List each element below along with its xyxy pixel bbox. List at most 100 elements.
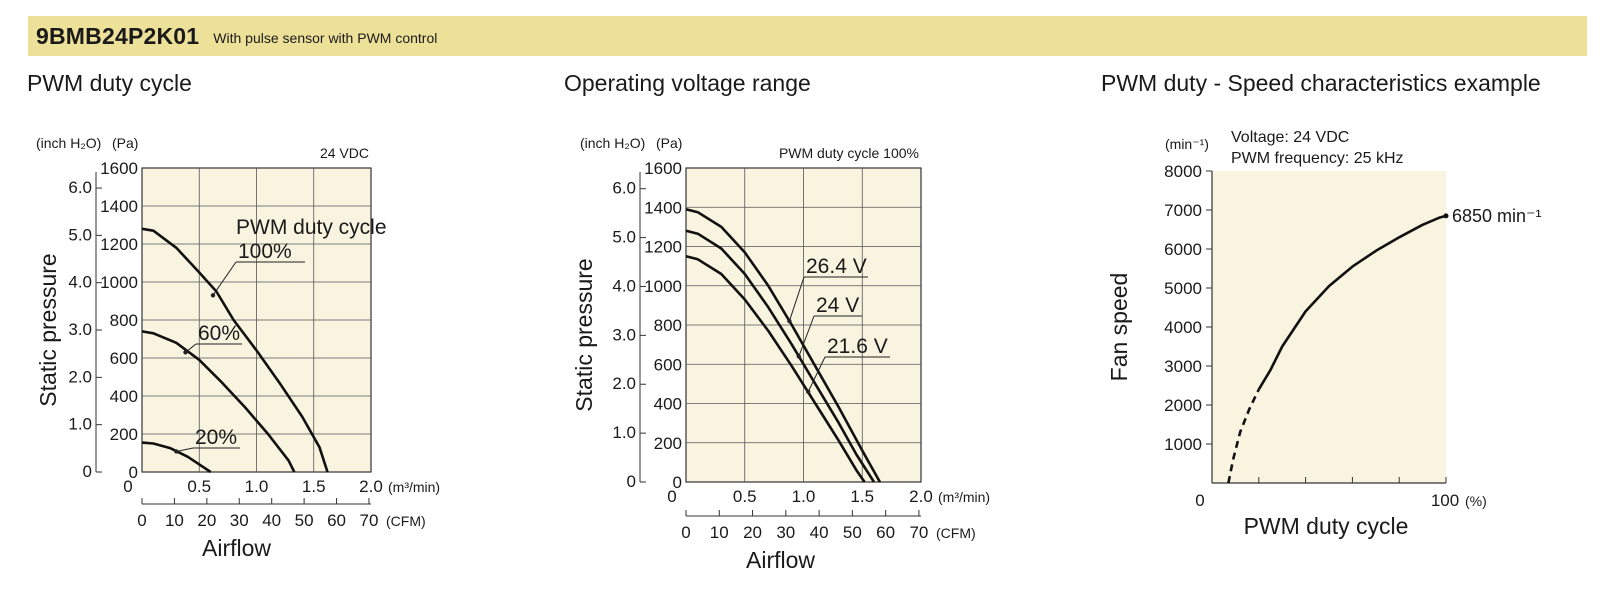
chart3-x-unit: (%) [1465, 493, 1487, 509]
chart3-y-tick-label: 7000 [1164, 201, 1202, 220]
model-number: 9BMB24P2K01 [36, 22, 200, 49]
chart2-callout-arrow [806, 389, 811, 394]
chart2-note: PWM duty cycle 100% [779, 145, 919, 161]
chart1-section-title: PWM duty cycle [27, 70, 192, 96]
chart2-series-line-2 [685, 255, 866, 483]
chart2-y-axis-title: Static pressure [571, 258, 597, 411]
chart3-section-title: PWM duty - Speed characteristics example [1101, 70, 1541, 96]
chart2-y-unit-primary: (Pa) [656, 135, 682, 151]
chart1-x-unit-primary: (m³/min) [388, 479, 440, 495]
chart3-plot-area [1212, 171, 1446, 483]
chart1-x-tick-label: 0 [123, 477, 132, 496]
chart2-series-label-2: 21.6 V [827, 335, 888, 358]
chart3-y-tick-label: 8000 [1164, 162, 1202, 181]
chart1-y-tick-label: 0 [129, 463, 138, 482]
chart2-x-unit-secondary: (CFM) [936, 525, 976, 541]
chart1-series-line-0 [141, 227, 329, 473]
chart1-cfm-tick-label: 70 [359, 511, 378, 530]
chart2-secondary-y-tick-label: 1.0 [612, 423, 636, 442]
chart1-series-label-1: 60% [198, 322, 240, 345]
chart3-x-tick-label: 100 [1431, 491, 1459, 510]
chart2-x-tick-label: 1.0 [792, 487, 816, 506]
chart3-note-line-2: PWM frequency: 25 kHz [1231, 150, 1404, 167]
chart1-x-axis-title: Airflow [202, 535, 271, 561]
chart3-x-axis-title: PWM duty cycle [1244, 513, 1409, 539]
chart1-callout-leader [212, 261, 237, 296]
chart2-x-tick-label: 0.5 [733, 487, 757, 506]
chart3-y-tick-label: 1000 [1164, 435, 1202, 454]
chart2-callout-arrow [796, 354, 801, 359]
chart3-x-tick-label: 0 [1195, 491, 1204, 510]
chart1-callout-arrow [174, 449, 179, 454]
chart3-y-tick-label: 4000 [1164, 318, 1202, 337]
chart1-cfm-tick-label: 0 [137, 511, 146, 530]
chart2-y-tick-label: 600 [654, 355, 682, 374]
chart2-y-tick-label: 1000 [644, 277, 682, 296]
chart2-y-tick-label: 400 [654, 395, 682, 414]
chart1-y-unit-secondary: (inch H₂O) [36, 135, 101, 151]
chart2-callout-leader [807, 356, 826, 392]
chart1-annotation-title: PWM duty cycle [236, 216, 387, 239]
chart3-y-tick-label: 5000 [1164, 279, 1202, 298]
chart2-series-line-1 [685, 229, 876, 483]
chart2-x-tick-label: 0 [667, 487, 676, 506]
chart1-x-unit-secondary: (CFM) [386, 513, 426, 529]
chart1-y-tick-label: 600 [110, 349, 138, 368]
chart2-callout-leader [788, 276, 805, 322]
chart3-end-label: 6850 min⁻¹ [1452, 206, 1542, 226]
chart2-x-tick-label: 1.5 [850, 487, 874, 506]
chart1-cfm-tick-label: 50 [295, 511, 314, 530]
chart3-series-line-0 [1227, 388, 1260, 484]
chart2-section-title: Operating voltage range [564, 70, 811, 96]
chart2-callout-leader [798, 315, 815, 357]
chart2-x-tick-label: 2.0 [909, 487, 933, 506]
chart2-y-tick-label: 800 [654, 316, 682, 335]
chart1-series-label-0: 100% [238, 240, 292, 263]
model-banner: 9BMB24P2K01 With pulse sensor with PWM c… [28, 16, 1587, 56]
chart1-y-tick-label: 1200 [100, 235, 138, 254]
chart1-y-tick-label: 400 [110, 387, 138, 406]
chart1-y-tick-label: 1600 [100, 159, 138, 178]
chart1-cfm-tick-label: 60 [327, 511, 346, 530]
chart2-x-axis-title: Airflow [746, 547, 815, 573]
chart1-y-axis-title: Static pressure [35, 253, 61, 406]
chart2-cfm-tick-label: 70 [909, 523, 928, 542]
chart1-x-tick-label: 1.0 [245, 477, 269, 496]
chart2-secondary-y-tick-label: 4.0 [612, 276, 636, 295]
chart2-secondary-y-tick-label: 3.0 [612, 325, 636, 344]
chart1-secondary-y-tick-label: 2.0 [68, 367, 92, 386]
chart3-note-line-1: Voltage: 24 VDC [1231, 129, 1349, 146]
chart2-secondary-y-tick-label: 2.0 [612, 374, 636, 393]
chart1-note: 24 VDC [320, 145, 369, 161]
chart1-secondary-y-tick-label: 1.0 [68, 415, 92, 434]
chart1-secondary-y-tick-label: 6.0 [68, 178, 92, 197]
chart2-callout-arrow [787, 318, 792, 324]
chart1-x-tick-label: 2.0 [359, 477, 383, 496]
chart2-y-tick-label: 1200 [644, 238, 682, 257]
chart3-y-tick-label: 6000 [1164, 240, 1202, 259]
chart1-y-tick-label: 1400 [100, 197, 138, 216]
chart2-cfm-tick-label: 30 [776, 523, 795, 542]
chart3-y-unit: (min⁻¹) [1165, 136, 1209, 152]
chart1-x-tick-label: 1.5 [302, 477, 326, 496]
chart2-y-tick-label: 200 [654, 434, 682, 453]
chart1-series-line-1 [141, 330, 296, 473]
chart1-y-tick-label: 200 [110, 425, 138, 444]
chart2-series-label-1: 24 V [816, 294, 859, 317]
chart2-secondary-y-tick-label: 5.0 [612, 228, 636, 247]
model-subtitle: With pulse sensor with PWM control [213, 30, 438, 46]
chart1-callout-arrow [183, 350, 188, 355]
chart1-secondary-y-tick-label: 3.0 [68, 320, 92, 339]
chart2-x-unit-primary: (m³/min) [938, 489, 990, 505]
chart3-y-tick-label: 2000 [1164, 396, 1202, 415]
chart2-series-label-0: 26.4 V [806, 255, 867, 278]
chart1-y-tick-label: 1000 [100, 273, 138, 292]
chart2-y-tick-label: 0 [673, 473, 682, 492]
chart2-cfm-tick-label: 10 [710, 523, 729, 542]
chart1-callout-leader [185, 343, 197, 353]
chart1-cfm-tick-label: 20 [197, 511, 216, 530]
chart2-y-unit-secondary: (inch H₂O) [580, 135, 645, 151]
chart2-cfm-tick-label: 40 [810, 523, 829, 542]
chart2-cfm-tick-label: 50 [843, 523, 862, 542]
